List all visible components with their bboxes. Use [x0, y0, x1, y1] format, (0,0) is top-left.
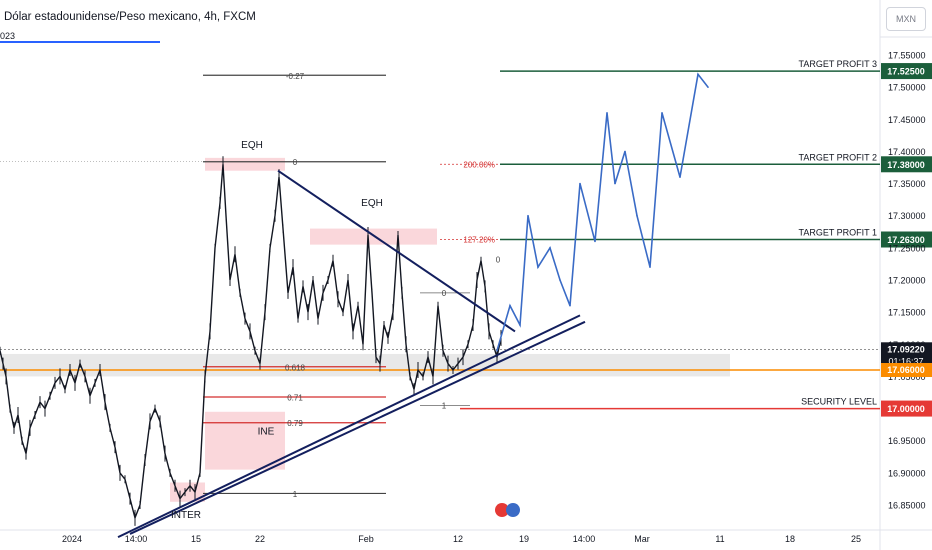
small-fib-label-1: 1	[442, 401, 447, 410]
price-tag-text-0: 17.09220	[887, 344, 925, 354]
projection-point-12	[624, 150, 626, 153]
x-tick-11: 25	[851, 534, 861, 544]
symbol-title: Dólar estadounidense/Peso mexicano, 4h, …	[4, 11, 256, 23]
projection-point-14	[649, 266, 651, 268]
level-label-3: SECURITY LEVEL	[801, 397, 877, 407]
fib-red-label-2: 0.79	[287, 419, 303, 428]
annotation-1: EQH	[361, 198, 383, 209]
y-tick-8: 17.15000	[888, 308, 926, 318]
y-tick-12: 16.90000	[888, 468, 926, 478]
x-tick-4: Feb	[358, 534, 374, 544]
x-tick-3: 22	[255, 534, 265, 544]
projection-point-15	[661, 112, 663, 114]
projection-point-18	[707, 86, 709, 88]
level-label-0: TARGET PROFIT 3	[798, 59, 877, 69]
projection-point-2	[519, 324, 521, 326]
level-label-2: TARGET PROFIT 1	[798, 228, 877, 238]
x-tick-1: 14:00	[125, 534, 148, 544]
y-tick-2: 17.45000	[888, 115, 926, 125]
fib-ext-label-0: 200.00%	[463, 160, 495, 169]
projection-point-5	[549, 247, 551, 249]
projection-point-17	[697, 73, 699, 76]
supply-zone-0	[205, 157, 285, 171]
price-tag-text-1: 17.06000	[887, 365, 925, 375]
y-tick-7: 17.20000	[888, 276, 926, 286]
annotation-2: INE	[258, 426, 275, 437]
fib-level-label-1: 0	[293, 158, 298, 167]
projection-point-7	[569, 304, 571, 307]
x-tick-2: 15	[191, 534, 201, 544]
y-tick-0: 17.55000	[888, 51, 926, 61]
indicator-line	[0, 41, 160, 43]
support-band	[0, 353, 730, 377]
fib-ext-label-1: 127.20%	[463, 236, 495, 245]
projection-point-9	[594, 240, 596, 243]
trendline-0	[277, 169, 516, 333]
x-tick-7: 14:00	[573, 534, 596, 544]
y-tick-11: 16.95000	[888, 436, 926, 446]
projection-point-6	[559, 279, 561, 281]
level-price-text-0: 17.52500	[887, 67, 925, 77]
price-tag-sub-0: 01:16:37	[888, 356, 923, 366]
level-price-tag-2	[881, 231, 932, 248]
trendline-2	[129, 320, 586, 535]
projection-point-16	[679, 176, 681, 178]
fib-level-label-2: 1	[293, 490, 298, 499]
trendline-1	[117, 314, 581, 539]
fib-red-label-1: 0.71	[287, 394, 303, 403]
level-price-tag-0	[881, 63, 932, 80]
y-tick-3: 17.40000	[888, 147, 926, 157]
x-tick-5: 12	[453, 534, 463, 544]
y-tick-6: 17.25000	[888, 243, 926, 253]
x-tick-6: 19	[519, 534, 529, 544]
small-fib-label-0: 0	[442, 289, 447, 298]
level-price-text-2: 17.26300	[887, 235, 925, 245]
indicator-label: 023	[0, 31, 16, 41]
level-price-tag-1	[881, 156, 932, 173]
projection-point-4	[537, 266, 539, 268]
event-icon-0	[495, 503, 509, 517]
projection-point-11	[614, 182, 616, 185]
annotation-3: INTER	[171, 510, 201, 521]
currency-button[interactable]: MXN	[886, 7, 926, 31]
x-tick-9: 11	[715, 534, 724, 544]
annotation-0: EQH	[241, 140, 263, 151]
projection-point-1	[509, 304, 511, 307]
fib-level-label-0: -0.27	[286, 72, 305, 81]
level-price-tag-3	[881, 400, 932, 417]
y-tick-1: 17.50000	[888, 83, 926, 93]
event-icon-1	[506, 503, 520, 517]
projection-point-3	[527, 214, 529, 217]
x-tick-8: Mar	[634, 534, 650, 544]
y-tick-4: 17.35000	[888, 179, 926, 189]
level-price-text-3: 17.00000	[887, 404, 925, 414]
projection-point-0	[496, 349, 498, 352]
y-tick-13: 16.85000	[888, 501, 926, 511]
projection-point-10	[606, 112, 608, 114]
projection-point-13	[636, 214, 638, 217]
level-price-text-1: 17.38000	[887, 160, 925, 170]
price-line	[0, 164, 502, 521]
right-zero-label: 0	[496, 255, 501, 264]
x-tick-10: 18	[785, 534, 795, 544]
supply-zone-2	[205, 411, 285, 470]
y-tick-5: 17.30000	[888, 211, 926, 221]
projection-point-8	[579, 182, 581, 185]
price-tag-1	[881, 363, 932, 377]
fib-red-label-0: 0.618	[285, 363, 306, 372]
x-tick-0: 2024	[62, 534, 82, 544]
projection-path	[496, 72, 709, 351]
level-label-1: TARGET PROFIT 2	[798, 152, 877, 162]
